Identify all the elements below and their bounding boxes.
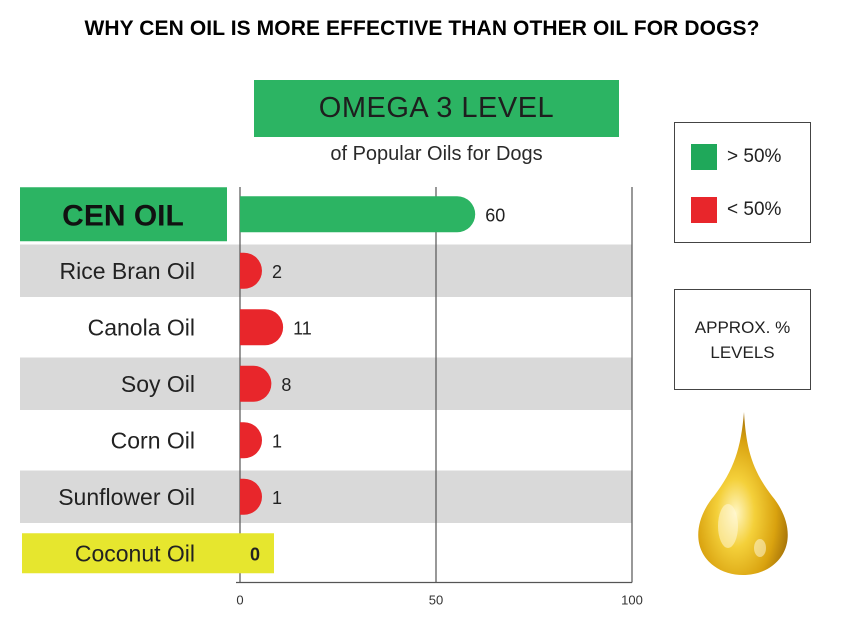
data-label: 1 — [272, 488, 282, 508]
approx-note-line1: APPROX. % — [694, 317, 791, 337]
omega3-bar-chart: 0 50 100 CEN OIL 60 Rice Bran Oil 2 Canola Oil 1… — [20, 187, 643, 608]
oil-drop-icon — [698, 412, 788, 575]
legend-item-high: > 50% — [691, 144, 781, 170]
bar — [240, 309, 284, 346]
category-label-highlight — [20, 187, 227, 242]
bar — [240, 365, 272, 402]
category-label: CEN OIL — [62, 199, 184, 232]
x-tick-label: 50 — [429, 593, 443, 608]
bar — [240, 422, 262, 459]
legend: > 50% < 50% — [674, 122, 811, 243]
chart-subtitle: of Popular Oils for Dogs — [330, 143, 543, 165]
legend-label-high: > 50% — [727, 146, 782, 167]
x-tick-label: 0 — [236, 593, 243, 608]
data-label: 60 — [485, 205, 505, 225]
category-label-highlight — [22, 533, 274, 574]
page-title: WHY CEN OIL IS MORE EFFECTIVE THAN OTHER… — [84, 17, 760, 40]
bar — [240, 478, 262, 515]
approx-note: APPROX. % LEVELS — [674, 289, 811, 390]
category-label: Canola Oil — [88, 314, 195, 340]
legend-swatch-low — [691, 197, 717, 223]
chart-banner: OMEGA 3 LEVEL — [254, 80, 619, 137]
data-label: 2 — [272, 262, 282, 282]
data-label: 11 — [293, 318, 312, 338]
bar — [240, 252, 262, 289]
row-stripe — [20, 357, 632, 410]
bar — [240, 196, 476, 233]
category-label: Rice Bran Oil — [60, 258, 195, 284]
data-label: 1 — [272, 431, 282, 451]
chart-banner-text: OMEGA 3 LEVEL — [318, 92, 555, 124]
row-stripe — [20, 244, 632, 297]
category-label: Corn Oil — [111, 427, 195, 453]
category-label: Soy Oil — [121, 371, 195, 397]
data-label: 0 — [250, 544, 260, 564]
category-label: Sunflower Oil — [58, 484, 195, 510]
category-label: Coconut Oil — [75, 540, 195, 566]
legend-item-low: < 50% — [691, 197, 781, 223]
legend-label-low: < 50% — [727, 199, 782, 220]
legend-swatch-high — [691, 144, 717, 170]
x-tick-label: 100 — [621, 593, 643, 608]
approx-note-line2: LEVELS — [710, 342, 775, 362]
data-label: 8 — [281, 375, 291, 395]
row-stripe — [20, 470, 632, 523]
